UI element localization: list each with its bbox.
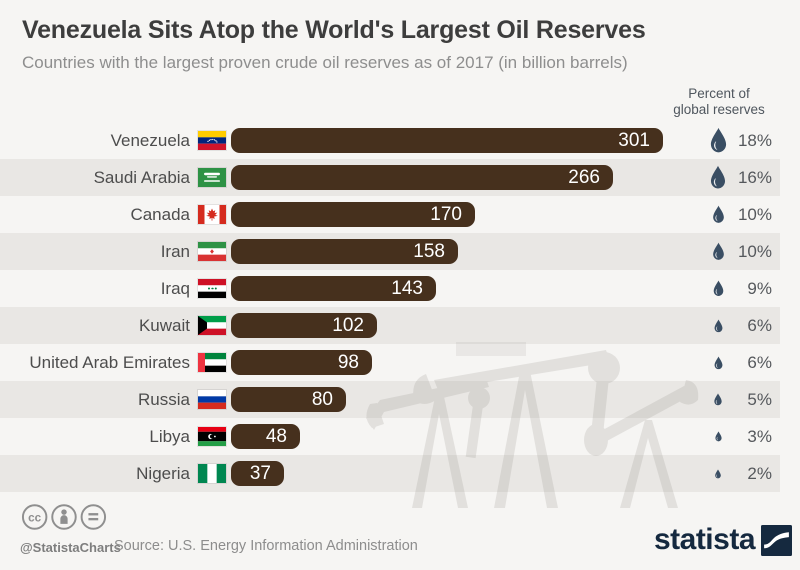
cc-nd-icon xyxy=(80,504,107,530)
flag-united-arab-emirates-icon xyxy=(198,353,226,372)
percent-header-line2: global reserves xyxy=(673,102,765,117)
bar-value-label: 158 xyxy=(413,241,445,262)
cc-license-icons: cc xyxy=(21,504,107,530)
percent-label: 10% xyxy=(737,205,772,224)
statista-logo-mark-icon xyxy=(761,524,792,556)
country-label: Venezuela xyxy=(110,131,190,150)
oil-drop-icon xyxy=(692,307,744,344)
chart-row-nigeria: Nigeria 37 2% xyxy=(0,455,800,492)
oil-drop-icon xyxy=(692,196,744,233)
reserves-bar: 80 xyxy=(231,387,346,412)
percent-label: 5% xyxy=(747,390,772,409)
reserves-bar: 266 xyxy=(231,165,613,190)
oil-drop-icon xyxy=(692,233,744,270)
chart-row-kuwait: Kuwait 102 6% xyxy=(0,307,800,344)
oil-drop-icon xyxy=(692,418,744,455)
chart-row-venezuela: Venezuela 301 18% xyxy=(0,122,800,159)
country-label: Iraq xyxy=(160,279,190,298)
cc-icon xyxy=(21,504,48,530)
bar-value-label: 170 xyxy=(430,204,462,225)
chart-row-iran: Iran 158 10% xyxy=(0,233,800,270)
reserves-bar: 170 xyxy=(231,202,475,227)
flag-saudi-arabia-icon xyxy=(198,168,226,187)
reserves-bar: 98 xyxy=(231,350,372,375)
source-attribution: Source: U.S. Energy Information Administ… xyxy=(114,538,418,554)
oil-drop-icon xyxy=(692,344,744,381)
chart-row-canada: Canada 170 10% xyxy=(0,196,800,233)
row-stripe xyxy=(0,455,780,492)
percent-label: 6% xyxy=(747,316,772,335)
bar-value-label: 301 xyxy=(618,130,650,151)
flag-nigeria-icon xyxy=(198,464,226,483)
flag-libya-icon xyxy=(198,427,226,446)
flag-kuwait-icon xyxy=(198,316,226,335)
flag-venezuela-icon xyxy=(198,131,226,150)
bar-value-label: 143 xyxy=(391,278,423,299)
chart-row-iraq: Iraq 143 9% xyxy=(0,270,800,307)
percent-label: 16% xyxy=(737,168,772,187)
oil-drop-icon xyxy=(692,122,744,159)
statista-logo: statista xyxy=(654,523,792,557)
percent-column-header: Percent of global reserves xyxy=(660,86,778,118)
country-label: Kuwait xyxy=(138,316,190,335)
country-label: Libya xyxy=(149,427,190,446)
reserves-bar: 48 xyxy=(231,424,300,449)
bar-value-label: 48 xyxy=(265,426,287,447)
percent-label: 2% xyxy=(747,464,772,483)
flag-russia-icon xyxy=(198,390,226,409)
percent-label: 18% xyxy=(737,131,772,150)
country-label: Iran xyxy=(160,242,190,261)
bar-value-label: 102 xyxy=(332,315,364,336)
country-label: United Arab Emirates xyxy=(29,353,190,372)
reserves-bar: 158 xyxy=(231,239,458,264)
cc-by-icon xyxy=(51,504,77,530)
oil-drop-icon xyxy=(692,159,744,196)
reserves-bar: 102 xyxy=(231,313,377,338)
row-stripe xyxy=(0,381,780,418)
svg-text:cc: cc xyxy=(28,511,42,524)
oil-drop-icon xyxy=(692,455,744,492)
percent-label: 3% xyxy=(747,427,772,446)
oil-drop-icon xyxy=(692,381,744,418)
reserves-bar: 301 xyxy=(231,128,663,153)
percent-label: 9% xyxy=(747,279,772,298)
bar-value-label: 80 xyxy=(311,389,333,410)
percent-label: 10% xyxy=(737,242,772,261)
reserves-bar: 143 xyxy=(231,276,436,301)
flag-iran-icon xyxy=(198,242,226,261)
flag-iraq-icon xyxy=(198,279,226,298)
page-title: Venezuela Sits Atop the World's Largest … xyxy=(22,16,646,44)
page-subtitle: Countries with the largest proven crude … xyxy=(22,53,628,72)
reserves-bar: 37 xyxy=(231,461,284,486)
country-label: Nigeria xyxy=(136,464,190,483)
chart-row-saudi-arabia: Saudi Arabia 266 16% xyxy=(0,159,800,196)
statista-handle: @StatistaCharts xyxy=(20,540,121,555)
country-label: Saudi Arabia xyxy=(93,168,190,187)
chart-row-russia: Russia 80 5% xyxy=(0,381,800,418)
chart-row-libya: Libya 48 3% xyxy=(0,418,800,455)
bar-value-label: 98 xyxy=(337,352,359,373)
percent-header-line1: Percent of xyxy=(688,86,750,101)
chart-row-united-arab-emirates: United Arab Emirates 98 6% xyxy=(0,344,800,381)
country-label: Canada xyxy=(130,205,190,224)
statista-logo-text: statista xyxy=(653,523,756,556)
oil-drop-icon xyxy=(692,270,744,307)
bar-value-label: 266 xyxy=(568,167,600,188)
flag-canada-icon xyxy=(198,205,226,224)
percent-label: 6% xyxy=(747,353,772,372)
country-label: Russia xyxy=(138,390,190,409)
bar-value-label: 37 xyxy=(249,463,271,484)
row-stripe xyxy=(0,307,780,344)
